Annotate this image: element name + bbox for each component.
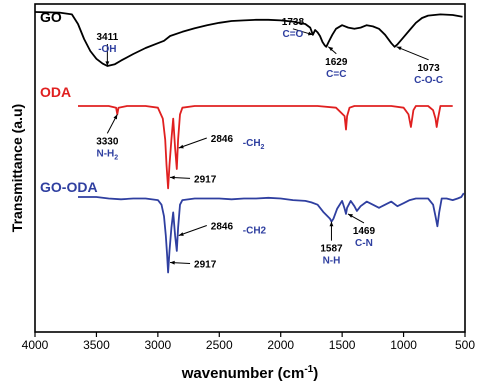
x-tick-label: 1500 bbox=[329, 338, 356, 352]
annotation-group: -CH2 bbox=[243, 226, 267, 237]
annotation-wavenumber: 1738 bbox=[282, 17, 305, 28]
annotation-arrowhead bbox=[170, 260, 175, 265]
annotation-layer: 3411-OH1738C=O1629C=C1073C-O-C3330N-H228… bbox=[96, 17, 443, 271]
annotation-group-text: C-O-C bbox=[414, 75, 443, 86]
annotation-group-text: C-N bbox=[355, 238, 373, 249]
annotation-arrowhead bbox=[178, 232, 184, 236]
annotation-arrowhead bbox=[396, 46, 402, 51]
series-line-oda bbox=[78, 105, 453, 190]
x-tick-label: 2500 bbox=[206, 338, 233, 352]
series-label-go-oda: GO-ODA bbox=[40, 179, 98, 195]
annotation-group-text: C=C bbox=[326, 69, 346, 80]
annotation-wavenumber: 3330 bbox=[96, 136, 119, 147]
x-axis-title-close: ) bbox=[313, 365, 318, 382]
annotation-group-subscript: 2 bbox=[261, 144, 265, 151]
annotation-arrowhead bbox=[328, 46, 334, 52]
annotation-group-text: C=O bbox=[282, 29, 303, 40]
annotation-group-text: -OH bbox=[98, 44, 116, 55]
annotation-arrowhead bbox=[178, 144, 184, 149]
annotation-wavenumber: 2917 bbox=[194, 259, 217, 270]
annotation-wavenumber: 3411 bbox=[97, 32, 119, 43]
x-tick-label: 500 bbox=[455, 338, 475, 352]
series-line-go-oda bbox=[78, 192, 465, 274]
annotation-arrowhead bbox=[113, 114, 118, 120]
y-axis-title: Transmittance (a.u) bbox=[9, 104, 25, 232]
annotation-wavenumber: 1073 bbox=[417, 63, 440, 74]
annotation-group: C=O bbox=[282, 29, 303, 40]
annotation-arrow bbox=[178, 137, 207, 149]
annotation-group-text: -CH bbox=[243, 138, 261, 149]
annotation-group: -OH bbox=[98, 44, 116, 55]
annotation-wavenumber: 1587 bbox=[320, 244, 343, 255]
x-tick-label: 1000 bbox=[390, 338, 417, 352]
annotation-group-text: -CH2 bbox=[243, 226, 267, 237]
annotation-group: C=C bbox=[326, 69, 346, 80]
annotation-arrowhead bbox=[307, 31, 313, 36]
annotation-wavenumber: 2846 bbox=[211, 222, 234, 233]
annotation-wavenumber: 1469 bbox=[353, 226, 376, 237]
annotation-arrowhead bbox=[105, 61, 110, 66]
x-axis-ticks: 4000 3500 3000 2500 2000 1500 1000 500 bbox=[22, 332, 475, 352]
series-label-go: GO bbox=[40, 9, 62, 25]
annotation-wavenumber: 1629 bbox=[325, 57, 348, 68]
annotation-group-text: N-H bbox=[96, 148, 114, 159]
annotation-arrow bbox=[178, 225, 207, 236]
x-tick-label: 4000 bbox=[22, 338, 49, 352]
annotation-wavenumber: 2846 bbox=[211, 134, 234, 145]
annotation-group: C-O-C bbox=[414, 75, 443, 86]
annotation-arrowhead bbox=[347, 213, 353, 218]
series-label-oda: ODA bbox=[40, 84, 71, 100]
x-tick-label: 3500 bbox=[83, 338, 110, 352]
annotation-arrowhead bbox=[170, 175, 175, 180]
x-tick-label: 3000 bbox=[145, 338, 172, 352]
annotation-group: -CH2 bbox=[243, 138, 265, 151]
x-axis-title-main: wavenumber (cm bbox=[181, 365, 305, 382]
annotation-wavenumber: 2917 bbox=[194, 174, 217, 185]
annotation-group: N-H2 bbox=[96, 148, 118, 161]
x-axis-title: wavenumber (cm-1) bbox=[181, 364, 318, 382]
annotation-arrow bbox=[396, 46, 429, 61]
annotation-arrowhead bbox=[329, 221, 334, 227]
plot-frame bbox=[34, 3, 466, 333]
annotation-group: N-H bbox=[323, 256, 341, 267]
annotation-group-subscript: 2 bbox=[114, 154, 118, 161]
annotation-group: C-N bbox=[355, 238, 373, 249]
annotation-group-text: N-H bbox=[323, 256, 341, 267]
x-tick-label: 2000 bbox=[267, 338, 294, 352]
x-axis-title-sup: -1 bbox=[304, 364, 313, 375]
